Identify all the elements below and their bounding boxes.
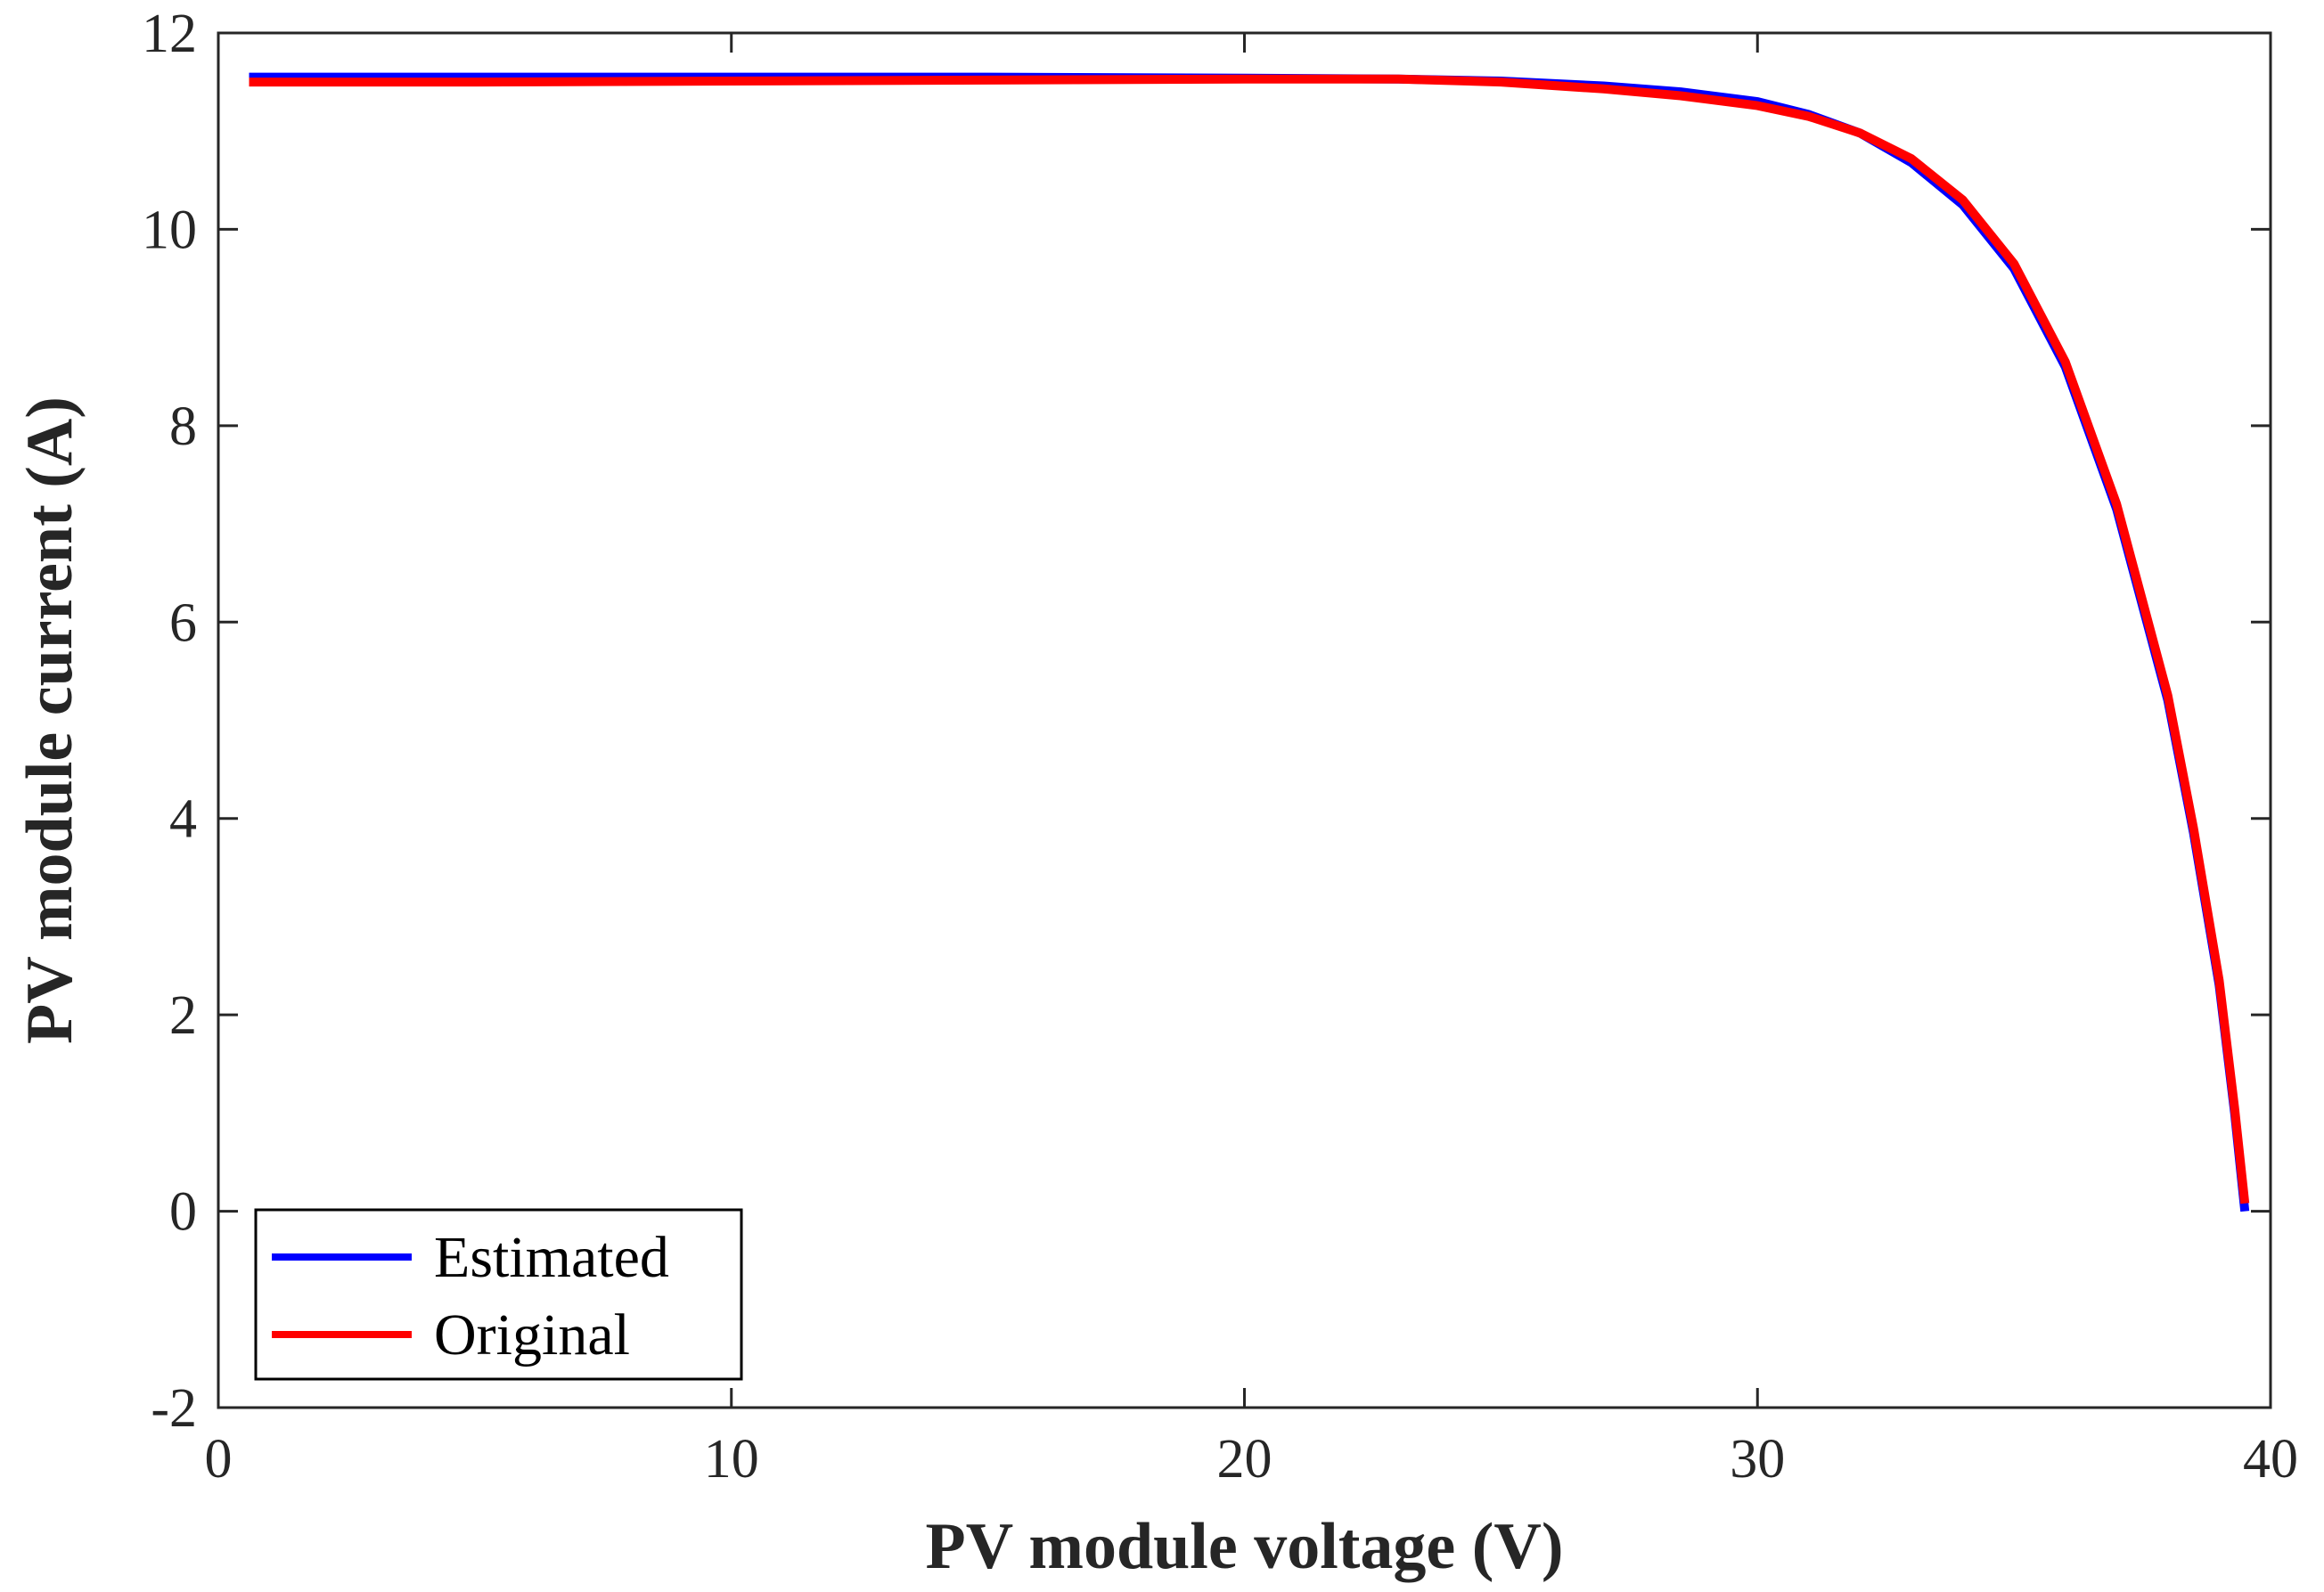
series-group xyxy=(249,72,2250,1212)
x-tick-label: 0 xyxy=(205,1429,233,1490)
y-tick-label: 8 xyxy=(169,396,197,457)
legend-label-original: Original xyxy=(434,1302,630,1367)
x-axis-label: PV module voltage (V) xyxy=(926,1510,1564,1583)
y-tick-label: 4 xyxy=(169,789,197,850)
x-tick-labels: 0 10 20 30 40 xyxy=(205,1429,2299,1490)
y-tick-labels: -2 0 2 4 6 8 10 12 xyxy=(142,4,197,1439)
y-axis-label: PV module current (A) xyxy=(13,396,86,1044)
y-tick-label: 10 xyxy=(142,200,197,260)
y-tick-label: 6 xyxy=(169,592,197,653)
y-tick-label: 0 xyxy=(169,1182,197,1243)
x-tick-label: 20 xyxy=(1217,1429,1272,1490)
y-tick-label: 12 xyxy=(142,4,197,64)
plot-area xyxy=(218,33,2271,1408)
series-line-original xyxy=(249,74,2250,1204)
x-tick-label: 30 xyxy=(1730,1429,1785,1490)
y-tick-label: -2 xyxy=(151,1378,197,1439)
x-tick-label: 10 xyxy=(704,1429,759,1490)
legend-label-estimated: Estimated xyxy=(434,1225,669,1290)
y-tick-label: 2 xyxy=(169,985,197,1046)
legend-box xyxy=(254,1208,743,1381)
x-tick-label: 40 xyxy=(2243,1429,2298,1490)
legend: Estimated Original xyxy=(254,1208,743,1381)
ticks-group xyxy=(217,31,2272,1409)
